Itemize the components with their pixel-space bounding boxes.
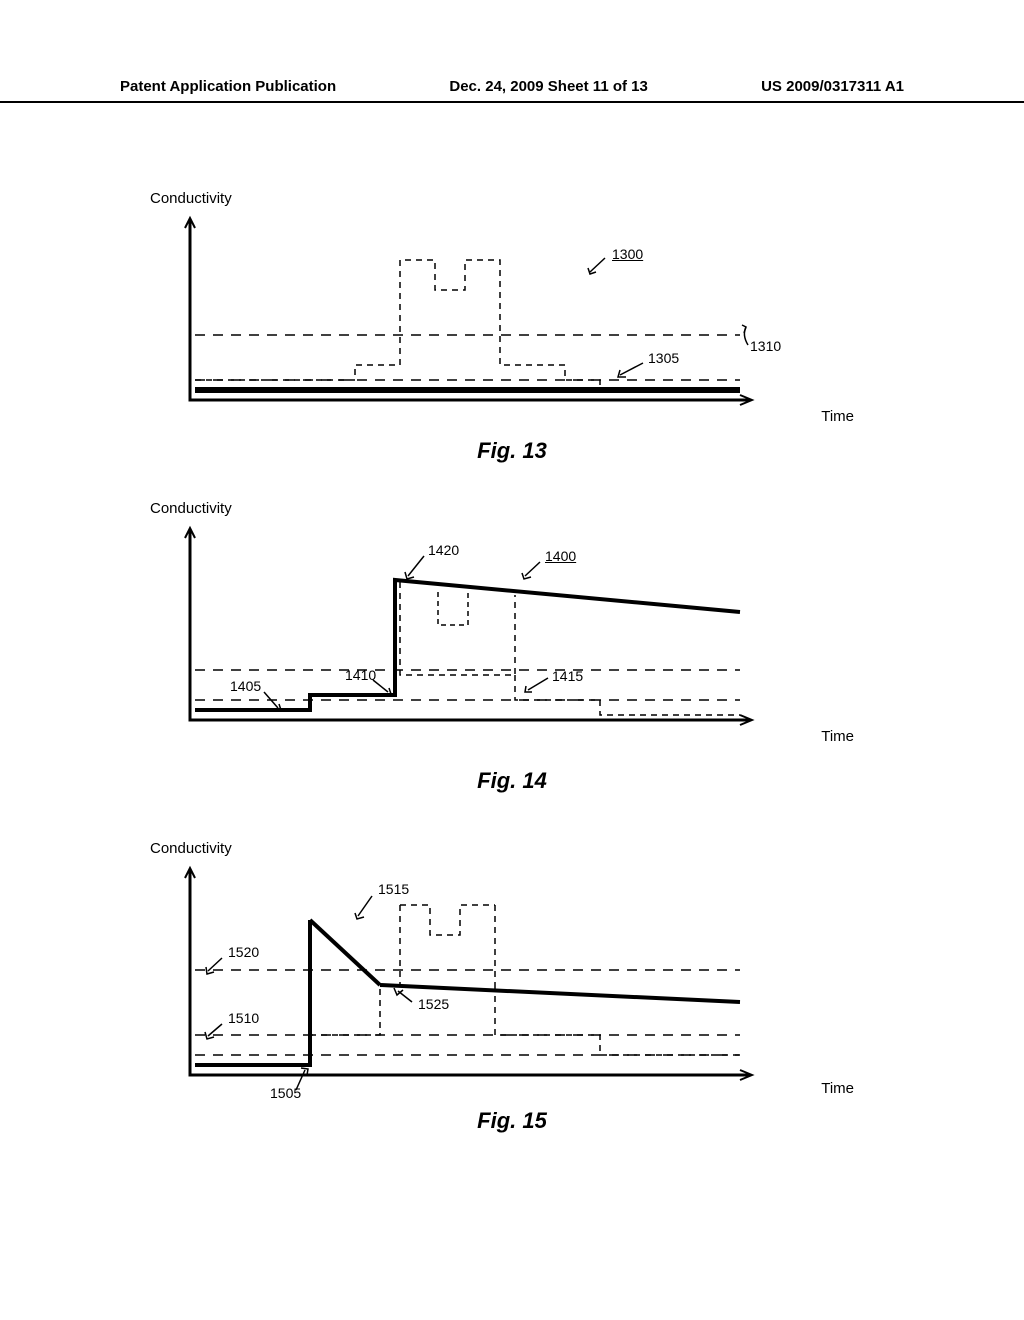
ref-1420: 1420 xyxy=(428,542,459,558)
fig15-plot xyxy=(100,840,800,1130)
ref-1510: 1510 xyxy=(228,1010,259,1026)
fig13-plot xyxy=(100,190,800,450)
figure-14: Conductivity xyxy=(100,500,924,820)
page-header: Patent Application Publication Dec. 24, … xyxy=(0,78,1024,103)
ref-1410: 1410 xyxy=(345,667,376,683)
ref-1505: 1505 xyxy=(270,1085,301,1101)
fig14-caption: Fig. 14 xyxy=(100,768,924,794)
ref-1515: 1515 xyxy=(378,881,409,897)
header-right: US 2009/0317311 A1 xyxy=(761,78,904,95)
ref-1415: 1415 xyxy=(552,668,583,684)
ref-1400: 1400 xyxy=(545,548,576,564)
figure-15: Conductivity xyxy=(100,840,924,1170)
fig13-caption: Fig. 13 xyxy=(100,438,924,464)
fig15-caption: Fig. 15 xyxy=(100,1108,924,1134)
ref-1405: 1405 xyxy=(230,678,261,694)
fig13-xlabel: Time xyxy=(821,408,854,425)
fig14-plot xyxy=(100,500,800,770)
header-center: Dec. 24, 2009 Sheet 11 of 13 xyxy=(449,78,647,95)
fig15-xlabel: Time xyxy=(821,1080,854,1097)
figure-13: Conductivity 1300 1305 1 xyxy=(100,190,924,490)
ref-1520: 1520 xyxy=(228,944,259,960)
header-left: Patent Application Publication xyxy=(120,78,336,95)
ref-1525: 1525 xyxy=(418,996,449,1012)
ref-1310: 1310 xyxy=(750,338,781,354)
ref-1300: 1300 xyxy=(612,246,643,262)
fig14-xlabel: Time xyxy=(821,728,854,745)
ref-1305: 1305 xyxy=(648,350,679,366)
